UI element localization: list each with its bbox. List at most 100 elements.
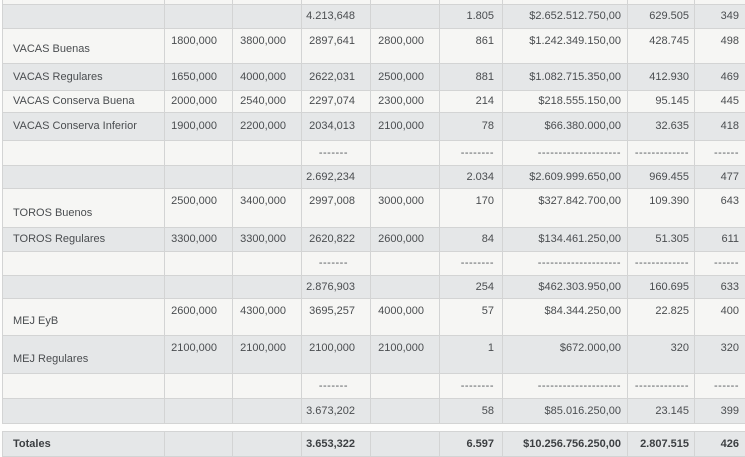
value-cell: 320 [627, 334, 695, 374]
value-cell: 2100,000 [370, 111, 440, 141]
value-cell: 861 [439, 27, 503, 64]
value-cell: 2800,000 [370, 27, 440, 64]
value-cell: 4000,000 [232, 62, 302, 91]
value-cell: $672.000,00 [502, 334, 628, 374]
value-cell: 3300,000 [232, 226, 302, 252]
value-cell: 2034,013 [301, 111, 371, 141]
value-cell: ------ [694, 372, 745, 399]
value-cell [164, 164, 233, 189]
value-cell [232, 139, 302, 166]
value-cell: 84 [439, 226, 503, 252]
category-cell: VACAS Regulares [2, 62, 165, 91]
value-cell: 214 [439, 89, 503, 113]
table-row-subtotal: 2.876,903 254 $462.303.950,00 160.695 633 [2, 274, 745, 299]
value-cell [370, 430, 440, 457]
category-cell: VACAS Conserva Inferior [2, 111, 165, 141]
value-cell: 2.876,903 [301, 274, 371, 299]
value-cell: 3300,000 [164, 226, 233, 252]
value-cell: 2620,822 [301, 226, 371, 252]
value-cell: 3000,000 [370, 187, 440, 228]
category-cell: VACAS Conserva Buena [2, 89, 165, 113]
value-cell: $85.016.250,00 [502, 397, 628, 424]
value-cell: -------------------- [502, 372, 628, 399]
value-cell: ------ [694, 250, 745, 276]
value-cell: 2540,000 [232, 89, 302, 113]
value-cell [232, 250, 302, 276]
value-cell: 2100,000 [370, 334, 440, 374]
category-cell [2, 139, 165, 166]
table-row-vacas-regulares: VACAS Regulares 1650,000 4000,000 2622,031 2… [2, 62, 745, 91]
value-cell: ------------- [627, 250, 695, 276]
value-cell: 3.653,322 [301, 430, 371, 457]
value-cell: 2500,000 [370, 62, 440, 91]
value-cell: 4300,000 [232, 297, 302, 336]
value-cell: 2500,000 [164, 187, 233, 228]
value-cell: 2997,008 [301, 187, 371, 228]
value-cell: $84.344.250,00 [502, 297, 628, 336]
value-cell: 95.145 [627, 89, 695, 113]
value-cell [370, 397, 440, 424]
value-cell: 1.805 [439, 3, 503, 29]
value-cell: 2100,000 [301, 334, 371, 374]
value-cell: $2.652.512.750,00 [502, 3, 628, 29]
value-cell: 1800,000 [164, 27, 233, 64]
value-cell [164, 250, 233, 276]
value-cell [164, 139, 233, 166]
category-cell: Totales [2, 430, 165, 457]
value-cell: 78 [439, 111, 503, 141]
value-cell: 1900,000 [164, 111, 233, 141]
value-cell: 2600,000 [370, 226, 440, 252]
value-cell: 412.930 [627, 62, 695, 91]
value-cell: 445 [694, 89, 745, 113]
value-cell [164, 3, 233, 29]
value-cell [164, 274, 233, 299]
table-row-dashes: ------- -------- -------------------- -----… [2, 372, 745, 399]
category-cell: MEJ EyB [2, 297, 165, 336]
category-cell [2, 274, 165, 299]
value-cell: 349 [694, 3, 745, 29]
value-cell: 469 [694, 62, 745, 91]
value-cell: 2.034 [439, 164, 503, 189]
value-cell: 3400,000 [232, 187, 302, 228]
value-cell: -------- [439, 372, 503, 399]
value-cell: $327.842.700,00 [502, 187, 628, 228]
value-cell: -------- [439, 139, 503, 166]
value-cell: 2600,000 [164, 297, 233, 336]
value-cell [232, 397, 302, 424]
value-cell: 400 [694, 297, 745, 336]
value-cell [370, 250, 440, 276]
value-cell: -------------------- [502, 250, 628, 276]
value-cell: 2622,031 [301, 62, 371, 91]
table-row-dashes: ------- -------- -------------------- -----… [2, 250, 745, 276]
value-cell: 629.505 [627, 3, 695, 29]
value-cell: ------------- [627, 139, 695, 166]
value-cell: 254 [439, 274, 503, 299]
table-row-subtotal: 4.213,648 1.805 $2.652.512.750,00 629.505 34… [2, 3, 745, 29]
category-cell [2, 397, 165, 424]
value-cell: 399 [694, 397, 745, 424]
value-cell: 633 [694, 274, 745, 299]
table-row-dashes: ------- -------- -------------------- -----… [2, 139, 745, 166]
value-cell: $1.082.715.350,00 [502, 62, 628, 91]
value-cell [370, 3, 440, 29]
value-cell: ------ [694, 139, 745, 166]
value-cell [164, 372, 233, 399]
value-cell [164, 397, 233, 424]
value-cell: ------- [301, 139, 371, 166]
category-cell: MEJ Regulares [2, 334, 165, 374]
value-cell: 1 [439, 334, 503, 374]
value-cell: 6.597 [439, 430, 503, 457]
totals-separator [2, 423, 745, 431]
value-cell: 32.635 [627, 111, 695, 141]
value-cell: -------- [439, 250, 503, 276]
table-row-vacas-conserva-inferior: VACAS Conserva Inferior 1900,000 2200,000 2… [2, 111, 745, 141]
value-cell [370, 274, 440, 299]
value-cell: $10.256.756.250,00 [502, 430, 628, 457]
table-row-totals: Totales 3.653,322 6.597 $10.256.756.250,00 2… [2, 430, 745, 457]
value-cell: 109.390 [627, 187, 695, 228]
value-cell: 477 [694, 164, 745, 189]
table-row-mej-regulares: MEJ Regulares 2100,000 2100,000 2100,000 210… [2, 334, 745, 374]
table-row-vacas-conserva-buena: VACAS Conserva Buena 2000,000 2540,000 2297… [2, 89, 745, 113]
